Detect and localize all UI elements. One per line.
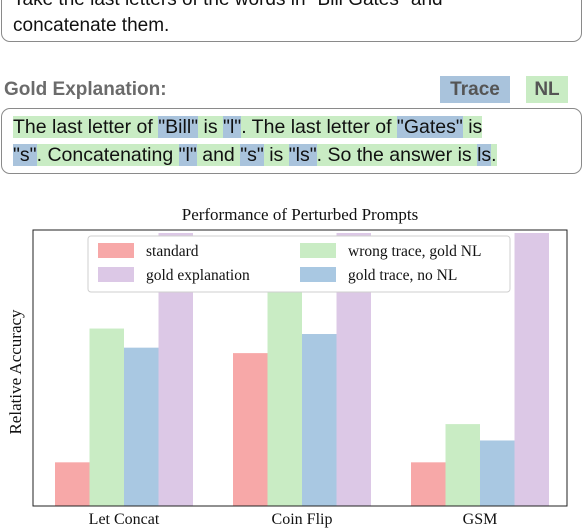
explanation-segment-nl: is	[263, 144, 289, 166]
question-text: Take the last letters of the words in "B…	[13, 0, 573, 39]
explanation-line-2: "s". Concatenating "l" and "s" is "ls". …	[13, 141, 578, 169]
explanation-segment-nl: . The last letter of	[241, 116, 397, 138]
bar-wrong-trace-gold-nl-let-concat	[89, 328, 124, 506]
legend-label: standard	[146, 243, 199, 260]
chart-title: Performance of Perturbed Prompts	[182, 205, 419, 224]
bar-wrong-trace-gold-nl-coin-flip	[267, 260, 302, 506]
legend-label: wrong trace, gold NL	[348, 243, 481, 260]
explanation-segment-nl: and	[196, 144, 241, 166]
bar-standard-gsm	[411, 462, 446, 506]
question-box: Take the last letters of the words in "B…	[1, 0, 582, 42]
explanation-segment-nl: is	[462, 116, 483, 138]
x-tick-label: GSM	[463, 511, 498, 528]
bar-wrong-trace-gold-nl-gsm	[445, 424, 480, 506]
gold-explanation-box: The last letter of "Bill" is "l". The la…	[1, 108, 582, 174]
gold-explanation-title: Gold Explanation:	[4, 79, 167, 100]
gold-explanation-text: The last letter of "Bill" is "l". The la…	[13, 113, 578, 169]
performance-chart: Performance of Perturbed Prompts Relative…	[0, 198, 584, 528]
explanation-segment-nl: The last letter of	[13, 116, 159, 138]
x-tick-label: Coin Flip	[272, 511, 333, 528]
legend-swatch	[300, 243, 336, 258]
legend-swatch	[98, 243, 134, 258]
x-tick-label: Let Concat	[89, 511, 160, 528]
bar-gold-trace-no-nl-gsm	[480, 440, 515, 506]
explanation-segment-nl: is	[198, 116, 224, 138]
explanation-segment-tr: "Bill"	[158, 116, 199, 138]
bar-gold-trace-no-nl-coin-flip	[302, 334, 337, 506]
explanation-segment-tr: ls	[477, 144, 492, 166]
explanation-segment-nl: . So the answer is	[316, 144, 478, 166]
legend-box	[87, 235, 511, 293]
bar-standard-let-concat	[55, 462, 90, 506]
legend-label: gold trace, no NL	[348, 267, 457, 284]
y-axis-label: Relative Accuracy	[6, 309, 25, 435]
explanation-segment-tr: "ls"	[288, 144, 317, 166]
explanation-segment-tr: "s"	[13, 144, 37, 166]
trace-tag: Trace	[440, 76, 510, 103]
legend-label: gold explanation	[146, 267, 250, 284]
bar-standard-coin-flip	[233, 353, 268, 506]
nl-tag: NL	[526, 76, 568, 103]
legend-swatch	[300, 267, 336, 282]
question-line-1: Take the last letters of the words in "B…	[13, 0, 573, 13]
chart-svg: Performance of Perturbed Prompts Relative…	[6, 205, 568, 528]
explanation-segment-tr: "l"	[178, 144, 197, 166]
question-line-2: concatenate them.	[13, 15, 170, 36]
explanation-segment-nl: . Concatenating	[36, 144, 179, 166]
explanation-segment-tr: "s"	[240, 144, 264, 166]
explanation-line-1: The last letter of "Bill" is "l". The la…	[13, 113, 578, 141]
legend-swatch	[98, 267, 134, 282]
gold-explanation-header: Gold Explanation: Trace NL	[0, 76, 584, 104]
bar-gold-trace-no-nl-let-concat	[124, 347, 159, 506]
explanation-segment-tr: "Gates"	[396, 116, 463, 138]
plot-frame	[32, 229, 568, 507]
explanation-segment-tr: "l"	[223, 116, 242, 138]
bar-gold-explanation-gsm	[514, 233, 549, 506]
explanation-segment-nl: .	[491, 144, 497, 166]
